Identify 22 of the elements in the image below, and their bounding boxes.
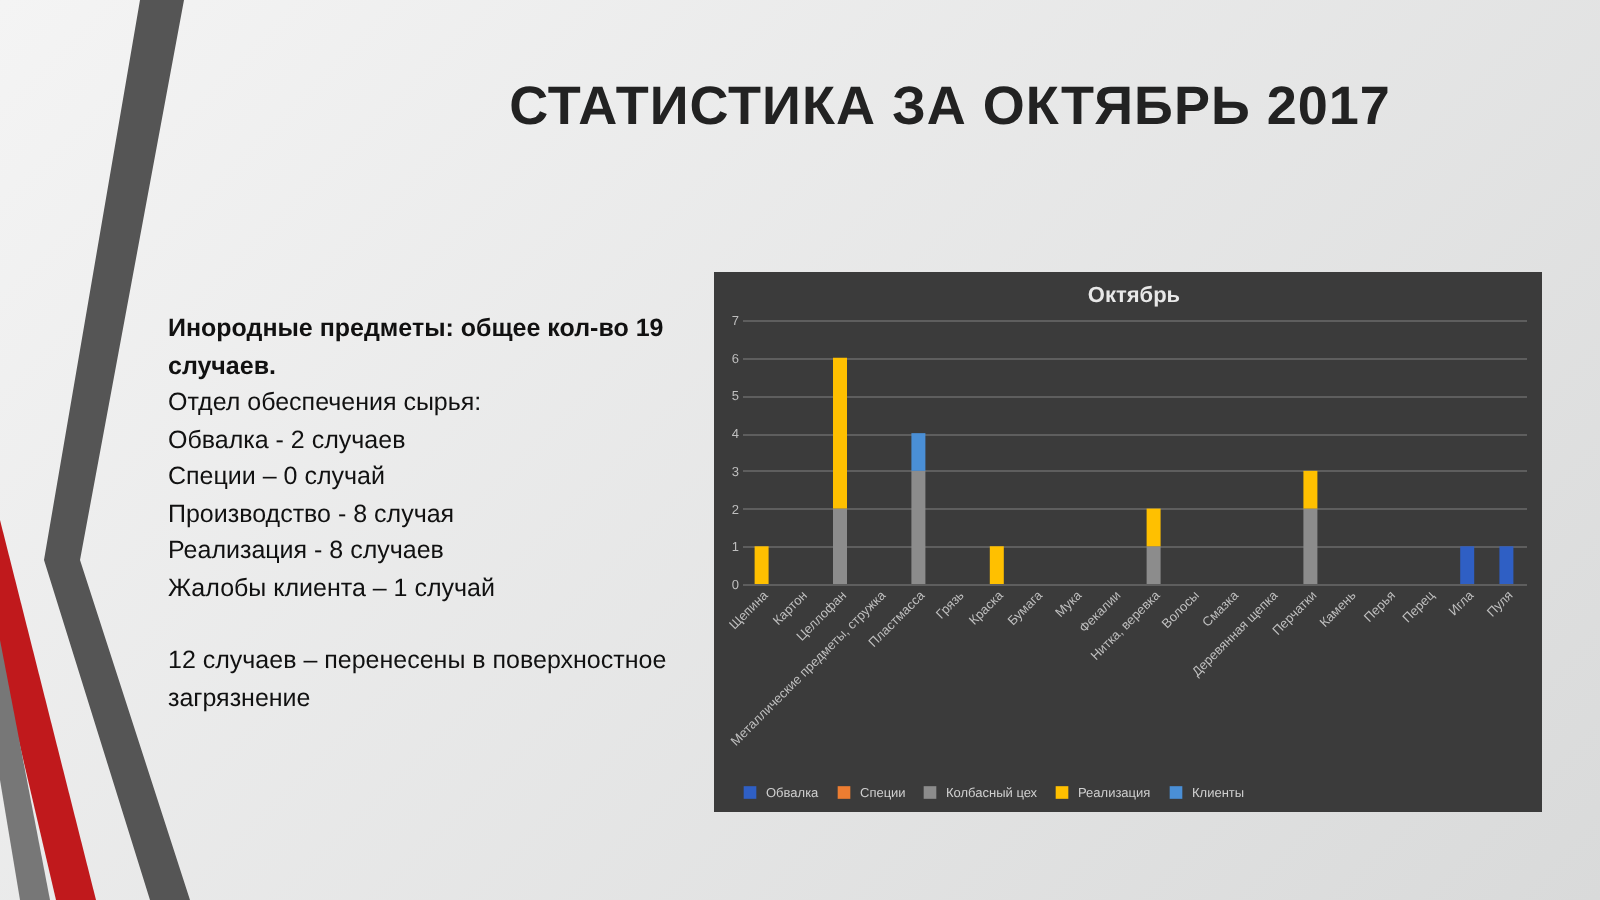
bar: [1303, 470, 1318, 509]
text: 12 случаев – перенесены в поверхностное загрязнение: [168, 644, 669, 716]
bar: [911, 433, 926, 471]
chart-subtitle: Октябрь: [1087, 284, 1181, 308]
text: Специи – 0 случай: [168, 460, 387, 494]
bar: [1460, 546, 1475, 584]
text: Жалобы клиента – 1 случай: [168, 571, 497, 606]
bar: [1499, 546, 1514, 584]
bar: [833, 357, 847, 509]
bar: [1146, 508, 1161, 547]
bar: [833, 508, 847, 584]
chart-title: СТАТИСТИКА ЗА ОКТЯБРЬ 2017: [507, 76, 1393, 138]
text: Отдел обеспечения сырья:: [168, 386, 484, 420]
text: Производство - 8 случая: [168, 497, 457, 532]
text: Инородные предметы: общее кол-во 19 случаев.: [168, 312, 666, 384]
text: Реализация - 8 случаев: [168, 534, 446, 568]
bar: [989, 546, 1004, 584]
bar: [754, 546, 769, 584]
bar: [1303, 508, 1318, 584]
text: Обвалка - 2 случаев: [168, 423, 408, 458]
bar: [911, 470, 926, 584]
bar: [1146, 546, 1161, 584]
